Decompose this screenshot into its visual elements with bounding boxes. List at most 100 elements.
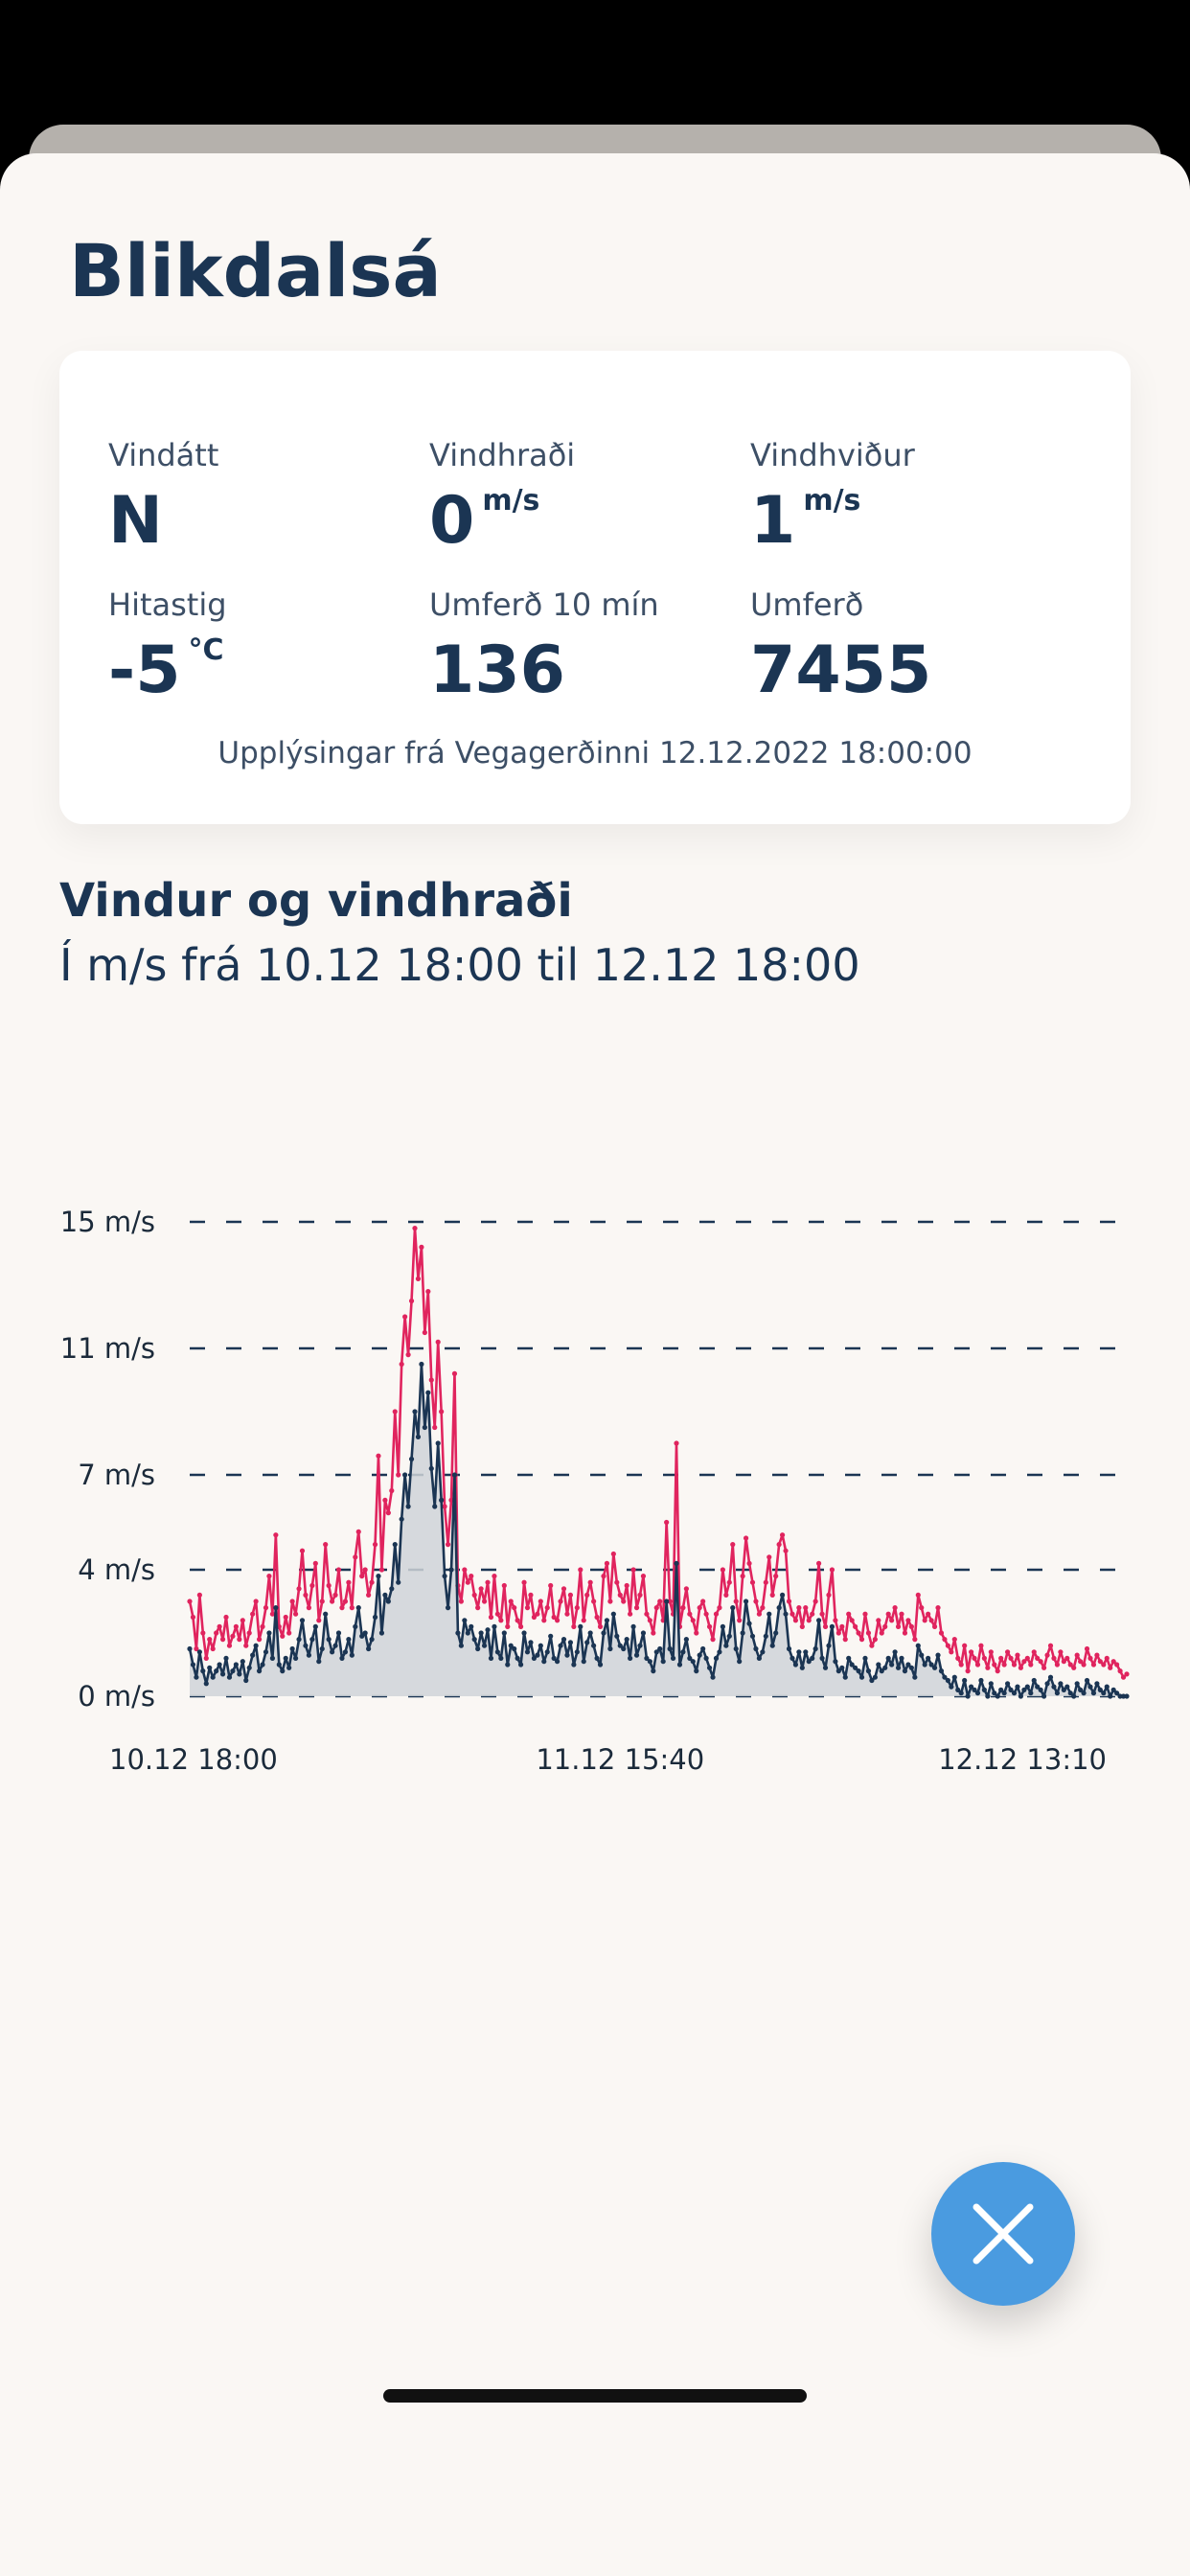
data-point-wind xyxy=(512,1645,517,1652)
data-point-wind xyxy=(253,1643,259,1648)
data-point-gusts xyxy=(439,1409,445,1414)
chart-grid xyxy=(190,1220,1127,1698)
data-point-wind xyxy=(1087,1684,1093,1690)
data-point-wind xyxy=(567,1640,574,1645)
data-point-wind xyxy=(412,1409,418,1414)
data-point-gusts xyxy=(915,1592,921,1598)
data-point-gusts xyxy=(842,1637,848,1643)
data-point-gusts xyxy=(237,1637,242,1643)
data-point-gusts xyxy=(640,1574,647,1579)
data-point-wind xyxy=(700,1645,706,1652)
data-point-wind xyxy=(587,1630,593,1636)
data-point-gusts xyxy=(835,1630,841,1636)
data-point-gusts xyxy=(690,1618,696,1623)
data-point-wind xyxy=(968,1684,974,1690)
data-point-wind xyxy=(607,1645,613,1652)
data-point-gusts xyxy=(554,1618,561,1623)
data-point-wind xyxy=(203,1681,209,1687)
data-point-gusts xyxy=(767,1554,772,1560)
data-point-gusts xyxy=(633,1605,640,1611)
data-point-gusts xyxy=(958,1662,964,1668)
data-point-gusts xyxy=(1094,1652,1100,1658)
data-point-wind xyxy=(839,1665,845,1670)
data-point-wind xyxy=(617,1643,623,1648)
x-axis-ticks: 10.12 18:00 11.12 15:40 12.12 13:10 xyxy=(109,1743,1107,1776)
data-point-wind xyxy=(349,1652,355,1658)
data-point-gusts xyxy=(187,1598,193,1604)
data-point-wind xyxy=(289,1645,295,1652)
data-point-wind xyxy=(396,1579,401,1585)
data-point-wind xyxy=(865,1668,872,1674)
data-point-wind xyxy=(369,1637,375,1643)
data-point-wind xyxy=(425,1390,431,1395)
data-point-gusts xyxy=(349,1605,355,1611)
data-point-gusts xyxy=(922,1618,927,1623)
data-point-gusts xyxy=(955,1655,961,1661)
data-point-gusts xyxy=(1087,1655,1093,1661)
data-point-wind xyxy=(405,1504,411,1509)
data-point-gusts xyxy=(931,1623,938,1629)
data-point-wind xyxy=(323,1611,329,1617)
data-point-wind xyxy=(779,1592,786,1598)
data-point-wind xyxy=(535,1652,540,1658)
data-point-wind xyxy=(419,1361,424,1368)
data-point-gusts xyxy=(1081,1662,1087,1668)
data-point-wind xyxy=(422,1424,427,1431)
stat-value: 1 xyxy=(750,483,796,559)
data-point-gusts xyxy=(644,1611,650,1617)
data-point-wind xyxy=(746,1621,752,1626)
data-point-gusts xyxy=(674,1440,679,1446)
data-point-wind xyxy=(660,1659,666,1665)
data-point-wind xyxy=(981,1687,987,1692)
data-point-gusts xyxy=(978,1643,984,1648)
data-point-wind xyxy=(501,1630,507,1636)
stat-value: N xyxy=(108,483,163,559)
data-point-gusts xyxy=(833,1618,838,1623)
data-point-gusts xyxy=(462,1567,468,1573)
data-point-wind xyxy=(389,1586,395,1592)
data-point-gusts xyxy=(591,1598,597,1604)
data-point-wind xyxy=(214,1668,219,1674)
data-point-gusts xyxy=(396,1472,401,1478)
data-point-wind xyxy=(812,1645,818,1652)
data-point-gusts xyxy=(806,1618,812,1623)
data-point-gusts xyxy=(392,1409,398,1414)
data-point-gusts xyxy=(892,1605,898,1611)
close-button[interactable] xyxy=(931,2162,1075,2306)
data-point-wind xyxy=(200,1668,206,1674)
data-point-wind xyxy=(219,1671,226,1677)
data-point-gusts xyxy=(574,1605,580,1611)
data-point-wind xyxy=(1084,1677,1090,1684)
data-point-gusts xyxy=(485,1579,491,1585)
data-point-wind xyxy=(694,1668,699,1674)
data-point-wind xyxy=(749,1633,756,1639)
chart-series xyxy=(187,1226,1130,1699)
data-point-wind xyxy=(637,1643,643,1648)
data-point-wind xyxy=(266,1630,272,1636)
data-point-wind xyxy=(1035,1684,1041,1690)
data-point-wind xyxy=(458,1643,464,1648)
data-point-gusts xyxy=(1015,1652,1020,1658)
data-point-gusts xyxy=(1090,1662,1097,1668)
stat-value-row: 1 m/s xyxy=(750,483,1057,559)
data-point-wind xyxy=(1021,1687,1027,1692)
stat-value-row: 7455 xyxy=(750,632,1057,708)
data-point-gusts xyxy=(1047,1643,1054,1648)
data-point-wind xyxy=(330,1649,335,1655)
data-point-gusts xyxy=(316,1618,322,1623)
data-point-wind xyxy=(928,1662,934,1668)
data-point-gusts xyxy=(988,1649,994,1655)
data-point-gusts xyxy=(697,1605,702,1611)
data-point-wind xyxy=(385,1598,391,1604)
data-point-wind xyxy=(1078,1687,1084,1692)
data-point-wind xyxy=(1028,1690,1034,1696)
data-point-wind xyxy=(892,1649,898,1655)
data-point-wind xyxy=(942,1674,948,1680)
data-point-wind xyxy=(690,1659,696,1665)
data-point-wind xyxy=(597,1662,604,1668)
data-point-gusts xyxy=(723,1592,729,1598)
data-point-wind xyxy=(594,1655,600,1661)
data-point-gusts xyxy=(203,1655,209,1661)
data-point-gusts xyxy=(985,1665,991,1670)
